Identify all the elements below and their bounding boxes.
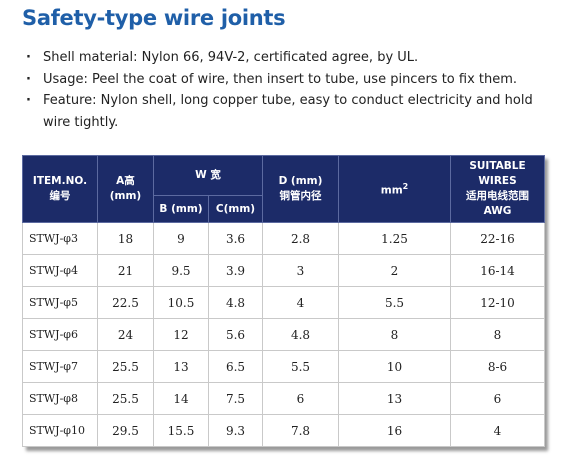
table-cell: 6.5 bbox=[208, 350, 263, 383]
table-cell: 1.25 bbox=[338, 222, 451, 255]
bullet: Usage: Peel the coat of wire, then inser… bbox=[26, 69, 556, 91]
header-cell: ITEM.NO. 编号 bbox=[22, 155, 98, 223]
header-cell: SUITABLE WIRES 适用电线范围 AWG bbox=[450, 155, 545, 223]
table-cell: 10 bbox=[338, 350, 451, 383]
table-row: STWJ-φ10 29.5 15.5 9.3 7.8 16 4 bbox=[22, 414, 545, 447]
header-text: SUITABLE WIRES bbox=[469, 160, 526, 187]
table-cell: 13 bbox=[153, 350, 209, 383]
table-cell: 16-14 bbox=[450, 254, 545, 287]
header-text: 铜管内径 bbox=[279, 190, 322, 202]
header-text: ITEM.NO. bbox=[32, 175, 88, 187]
header-text: C(mm) bbox=[215, 202, 256, 215]
table-row: STWJ-φ8 25.5 14 7.5 6 13 6 bbox=[22, 382, 545, 415]
table-cell: STWJ-φ7 bbox=[22, 350, 98, 383]
table-cell: 9 bbox=[153, 222, 209, 255]
table-cell: STWJ-φ5 bbox=[22, 286, 98, 319]
header-cell: W 宽 bbox=[153, 155, 263, 196]
table-cell: 22-16 bbox=[450, 222, 545, 255]
table-cell: 3.6 bbox=[208, 222, 263, 255]
table-cell: 25.5 bbox=[97, 350, 154, 383]
table-cell: 15.5 bbox=[153, 414, 209, 447]
header-cell: mm2 bbox=[338, 155, 451, 223]
table-cell: 8-6 bbox=[450, 350, 545, 383]
header-text: 编号 bbox=[49, 190, 71, 202]
table-cell: 14 bbox=[153, 382, 209, 415]
table-cell: 24 bbox=[97, 318, 154, 351]
table-cell: 2 bbox=[338, 254, 451, 287]
header-text: W 宽 bbox=[195, 169, 221, 181]
table-cell: 25.5 bbox=[97, 382, 154, 415]
table-cell: 5.6 bbox=[208, 318, 263, 351]
header-text: 2 bbox=[402, 182, 409, 192]
header-cell: C(mm) bbox=[208, 195, 263, 223]
table-cell: 22.5 bbox=[97, 286, 154, 319]
table-cell: 2.8 bbox=[262, 222, 339, 255]
table-cell: 9.3 bbox=[208, 414, 263, 447]
header-text: D (mm) bbox=[278, 175, 323, 187]
table-body: STWJ-φ3 18 9 3.6 2.8 1.25 22-16 STWJ-φ4 21 9.5 3.9… bbox=[22, 222, 545, 447]
table-cell: 5.5 bbox=[338, 286, 451, 319]
table-cell: 6 bbox=[450, 382, 545, 415]
table-cell: 4 bbox=[450, 414, 545, 447]
table-cell: 3 bbox=[262, 254, 339, 287]
table-cell: STWJ-φ8 bbox=[22, 382, 98, 415]
table-cell: 29.5 bbox=[97, 414, 154, 447]
header-cell: D (mm) 铜管内径 bbox=[262, 155, 339, 223]
table-cell: 12-10 bbox=[450, 286, 545, 319]
table-cell: 9.5 bbox=[153, 254, 209, 287]
header-text: 适用电线范围 bbox=[466, 190, 529, 202]
header-cell: A高 (mm) bbox=[97, 155, 154, 223]
header-text: mm bbox=[380, 184, 403, 197]
table-cell: STWJ-φ6 bbox=[22, 318, 98, 351]
table-cell: 16 bbox=[338, 414, 451, 447]
table-cell: 7.8 bbox=[262, 414, 339, 447]
header-cell: B (mm) bbox=[153, 195, 209, 223]
table-cell: 10.5 bbox=[153, 286, 209, 319]
table-cell: 4.8 bbox=[208, 286, 263, 319]
table-cell: 3.9 bbox=[208, 254, 263, 287]
bullet: Shell material: Nylon 66, 94V-2, certifi… bbox=[26, 47, 556, 69]
table-cell: 18 bbox=[97, 222, 154, 255]
table-row: STWJ-φ5 22.5 10.5 4.8 4 5.5 12-10 bbox=[22, 286, 545, 319]
table-cell: STWJ-φ10 bbox=[22, 414, 98, 447]
table-cell: 5.5 bbox=[262, 350, 339, 383]
table-cell: 4.8 bbox=[262, 318, 339, 351]
header-text: B (mm) bbox=[159, 202, 203, 215]
table-cell: 8 bbox=[338, 318, 451, 351]
header-text: A高 bbox=[116, 175, 135, 187]
bullet-list: Shell material: Nylon 66, 94V-2, certifi… bbox=[26, 47, 556, 133]
table-cell: 8 bbox=[450, 318, 545, 351]
table-cell: 7.5 bbox=[208, 382, 263, 415]
table-cell: 13 bbox=[338, 382, 451, 415]
table-cell: 6 bbox=[262, 382, 339, 415]
header-text: (mm) bbox=[109, 190, 142, 202]
table-cell: 4 bbox=[262, 286, 339, 319]
table-row: STWJ-φ7 25.5 13 6.5 5.5 10 8-6 bbox=[22, 350, 545, 383]
table-cell: 21 bbox=[97, 254, 154, 287]
table-row: STWJ-φ3 18 9 3.6 2.8 1.25 22-16 bbox=[22, 222, 545, 255]
table-container: ITEM.NO. 编号 A高 (mm) W 宽 D (mm) 铜管内径 mm2 SUI… bbox=[22, 155, 545, 447]
table-cell: STWJ-φ4 bbox=[22, 254, 98, 287]
table-cell: 12 bbox=[153, 318, 209, 351]
table-row: STWJ-φ6 24 12 5.6 4.8 8 8 bbox=[22, 318, 545, 351]
spec-table: ITEM.NO. 编号 A高 (mm) W 宽 D (mm) 铜管内径 mm2 SUI… bbox=[22, 155, 545, 447]
bullet: Feature: Nylon shell, long copper tube, … bbox=[26, 90, 556, 133]
table-cell: STWJ-φ3 bbox=[22, 222, 98, 255]
table-row: STWJ-φ4 21 9.5 3.9 3 2 16-14 bbox=[22, 254, 545, 287]
title: Safety-type wire joints bbox=[22, 6, 286, 30]
header-text: AWG bbox=[483, 205, 512, 217]
